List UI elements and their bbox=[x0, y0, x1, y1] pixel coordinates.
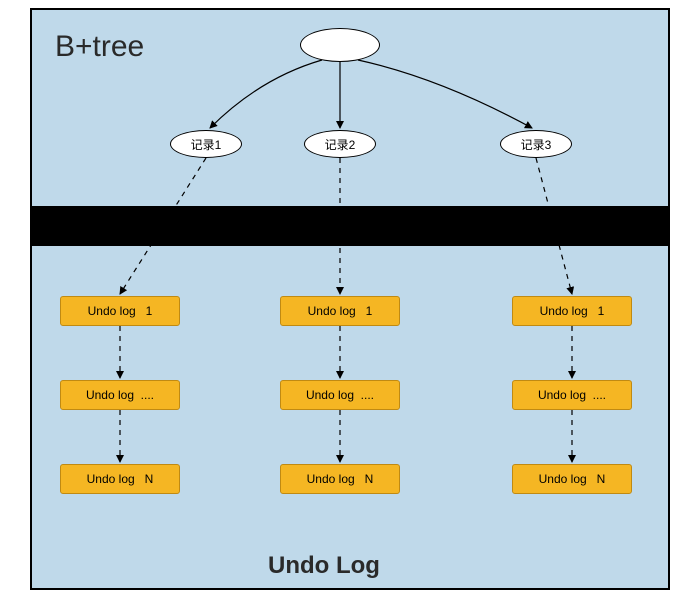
undolog-title: Undo Log bbox=[268, 552, 380, 580]
undo-log-label: Undo log 1 bbox=[308, 304, 373, 318]
undo-log-label: Undo log N bbox=[307, 472, 374, 486]
record-node-label: 记录2 bbox=[325, 136, 356, 153]
undo-log-label: Undo log 1 bbox=[540, 304, 605, 318]
record-node: 记录2 bbox=[304, 130, 376, 158]
root-node bbox=[300, 28, 380, 62]
undo-log-box: Undo log .... bbox=[512, 380, 632, 410]
undo-log-box: Undo log N bbox=[512, 464, 632, 494]
undo-log-label: Undo log .... bbox=[86, 388, 154, 402]
record-node: 记录1 bbox=[170, 130, 242, 158]
undo-log-box: Undo log N bbox=[280, 464, 400, 494]
undo-log-box: Undo log 1 bbox=[60, 296, 180, 326]
undo-log-box: Undo log .... bbox=[280, 380, 400, 410]
undo-log-box: Undo log N bbox=[60, 464, 180, 494]
undo-log-box: Undo log 1 bbox=[512, 296, 632, 326]
btree-title: B+tree bbox=[55, 30, 144, 64]
undo-log-box: Undo log .... bbox=[60, 380, 180, 410]
undo-log-box: Undo log 1 bbox=[280, 296, 400, 326]
record-node: 记录3 bbox=[500, 130, 572, 158]
divider-band bbox=[30, 208, 670, 244]
undo-log-label: Undo log N bbox=[539, 472, 606, 486]
record-node-label: 记录3 bbox=[521, 136, 552, 153]
diagram-canvas: B+tree Undo Log 记录1 记录2 记录3 Undo log 1 Undo… bbox=[0, 0, 681, 598]
undo-log-label: Undo log .... bbox=[306, 388, 374, 402]
record-node-label: 记录1 bbox=[191, 136, 222, 153]
undo-log-label: Undo log 1 bbox=[88, 304, 153, 318]
undo-log-label: Undo log .... bbox=[538, 388, 606, 402]
undo-log-label: Undo log N bbox=[87, 472, 154, 486]
